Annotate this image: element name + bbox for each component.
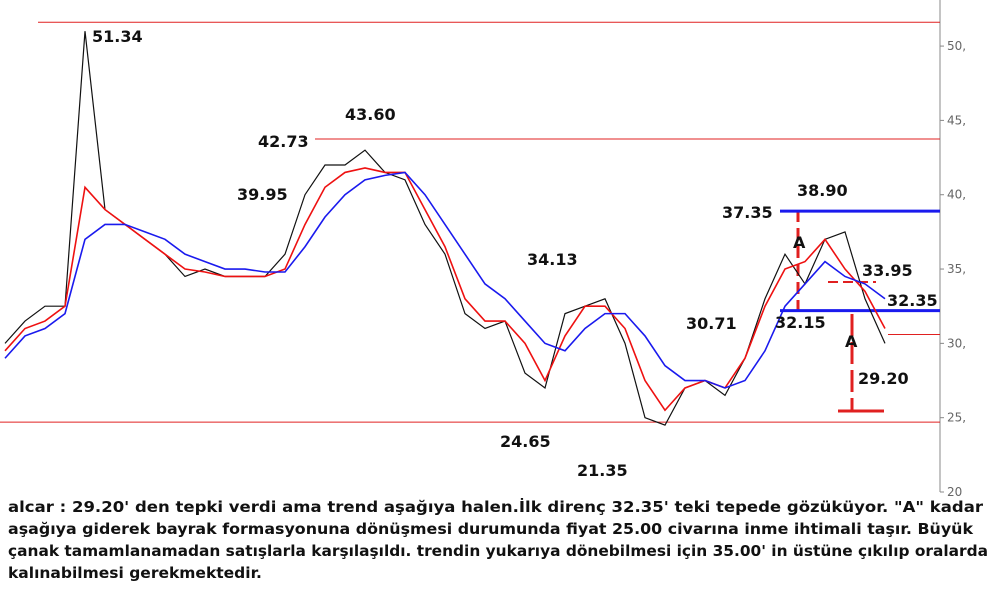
caption-line: çanak tamamlanamadan satışlarla karşılaş… bbox=[8, 542, 988, 560]
annotation: 29.20 bbox=[858, 369, 909, 388]
y-tick-label: 45, bbox=[947, 113, 966, 127]
annotation: A bbox=[845, 332, 858, 351]
annotation: 24.65 bbox=[500, 432, 551, 451]
annotation: 39.95 bbox=[237, 185, 288, 204]
caption-line: aşağıya giderek bayrak formasyonuna dönü… bbox=[8, 520, 974, 538]
y-tick-label: 20 bbox=[947, 485, 962, 499]
caption-line: alcar : 29.20' den tepki verdi ama trend… bbox=[8, 497, 983, 516]
y-tick-label: 25, bbox=[947, 411, 966, 425]
annotation: 21.35 bbox=[577, 461, 628, 480]
annotation: 51.34 bbox=[92, 27, 143, 46]
y-tick-label: 40, bbox=[947, 188, 966, 202]
price-line bbox=[4, 171, 886, 389]
annotation: 32.35 bbox=[887, 291, 938, 310]
annotation: 38.90 bbox=[797, 181, 848, 200]
annotation: 33.95 bbox=[862, 261, 913, 280]
annotation: A bbox=[793, 233, 806, 252]
price-line bbox=[4, 167, 886, 412]
caption-line: kalınabilmesi gerekmektedir. bbox=[8, 564, 262, 582]
caption: alcar : 29.20' den tepki verdi ama trend… bbox=[8, 497, 988, 582]
y-tick-label: 35, bbox=[947, 262, 966, 276]
annotation: 37.35 bbox=[722, 203, 773, 222]
pattern-marks bbox=[796, 210, 884, 413]
annotation: 34.13 bbox=[527, 250, 578, 269]
y-tick-label: 50, bbox=[947, 39, 966, 53]
y-tick-label: 30, bbox=[947, 336, 966, 350]
annotation: 43.60 bbox=[345, 105, 396, 124]
annotation: 42.73 bbox=[258, 132, 309, 151]
annotation: 30.71 bbox=[686, 314, 737, 333]
annotation: 32.15 bbox=[775, 313, 826, 332]
